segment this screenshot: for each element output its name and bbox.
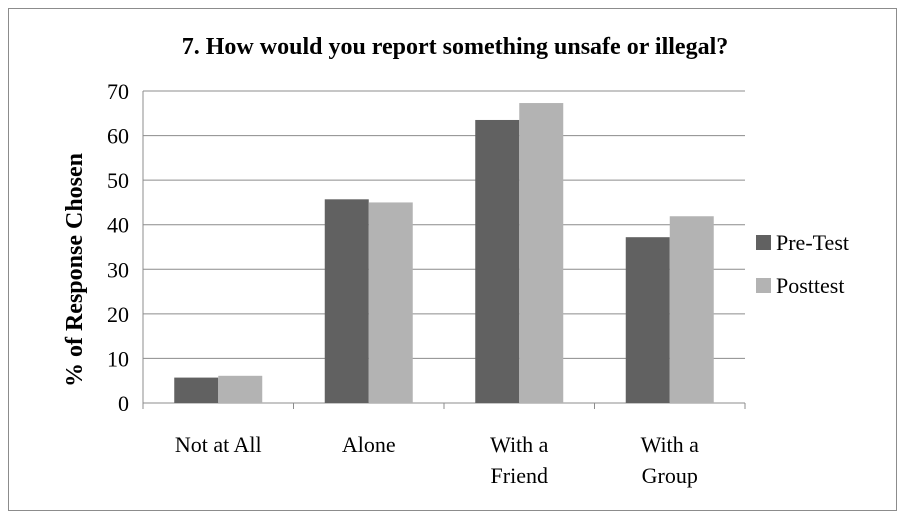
y-axis-title: % of Response Chosen xyxy=(62,153,88,387)
bar-pre-test xyxy=(324,199,369,403)
bar-posttest xyxy=(368,202,413,403)
bar-pre-test xyxy=(475,119,520,403)
legend-label: Pre-Test xyxy=(776,230,849,255)
bar-posttest xyxy=(218,375,263,403)
x-category-label: With a xyxy=(641,432,700,457)
y-tick-label: 60 xyxy=(107,124,129,149)
x-category-label: With a xyxy=(490,432,549,457)
legend-label: Posttest xyxy=(776,273,844,298)
bar-group xyxy=(174,103,714,403)
bar-pre-test xyxy=(625,237,670,403)
x-category-labels: Not at All Alone With a Friend With a Group xyxy=(175,432,699,488)
y-tick-label: 30 xyxy=(107,257,129,282)
y-tick-label: 10 xyxy=(107,346,129,371)
bar-pre-test xyxy=(174,377,219,403)
chart-title: 7. How would you report something unsafe… xyxy=(182,34,728,60)
y-tick-label: 20 xyxy=(107,302,129,327)
bar-posttest xyxy=(519,103,564,403)
y-tick-label: 0 xyxy=(118,391,129,416)
bar-posttest xyxy=(669,216,714,403)
x-category-label: Alone xyxy=(342,432,396,457)
x-category-label: Group xyxy=(642,463,698,488)
chart-frame xyxy=(8,8,897,511)
legend-swatch xyxy=(756,235,771,250)
y-tick-label: 50 xyxy=(107,168,129,193)
legend-swatch xyxy=(756,278,771,293)
y-tick-labels: 0 10 20 30 40 50 60 70 xyxy=(107,79,129,416)
legend: Pre-Test Posttest xyxy=(756,230,849,298)
x-category-label: Not at All xyxy=(175,432,262,457)
x-category-label: Friend xyxy=(491,463,548,488)
y-tick-label: 70 xyxy=(107,79,129,104)
y-tick-label: 40 xyxy=(107,213,129,238)
